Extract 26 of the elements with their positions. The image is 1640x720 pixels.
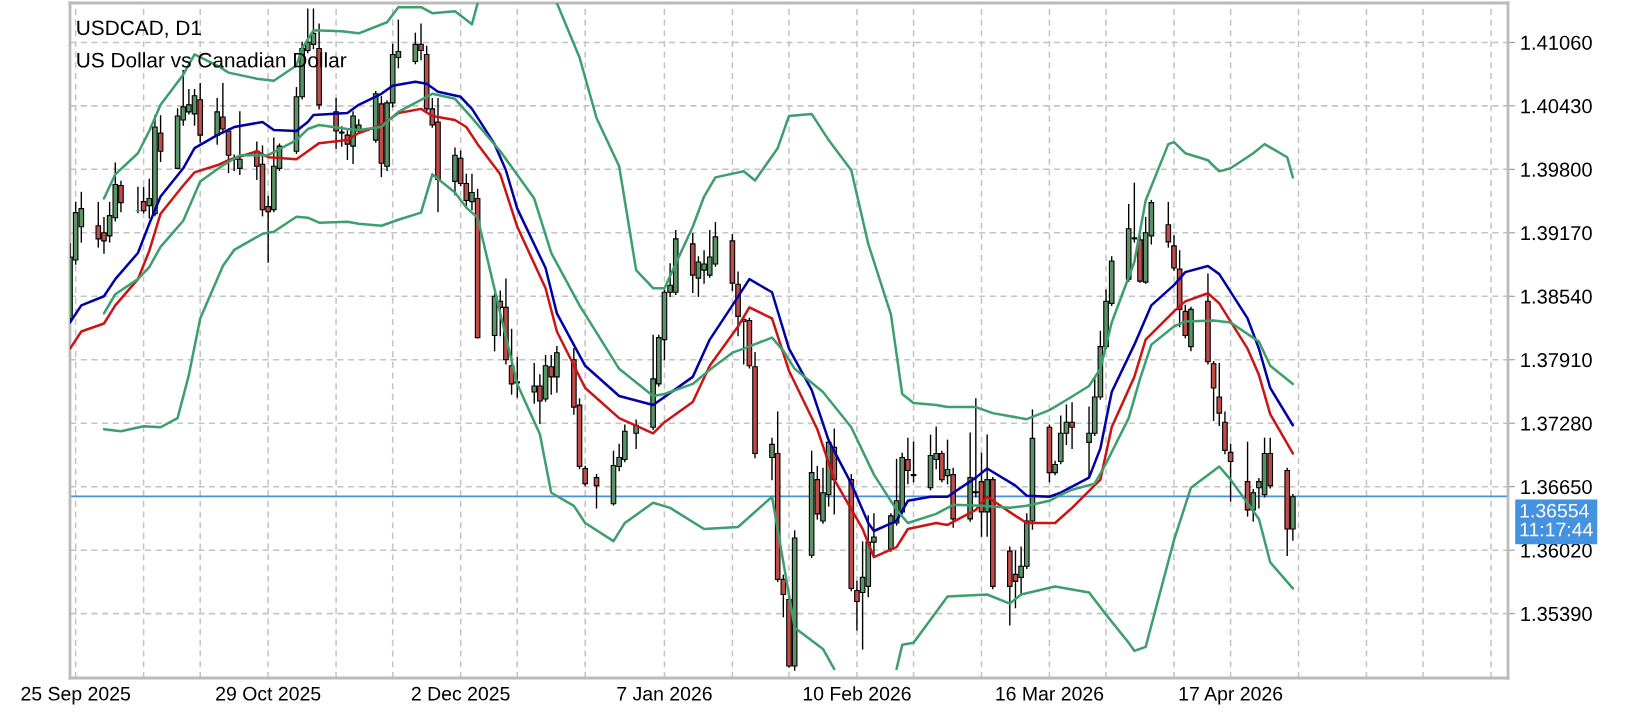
x-tick-label: 2 Dec 2025 [411, 686, 510, 701]
x-tick-label: 16 Mar 2026 [996, 686, 1104, 701]
x-tick-label: 17 Apr 2026 [1179, 686, 1283, 705]
candlestick [1216, 363, 1223, 426]
candlestick [237, 111, 243, 176]
candlestick [593, 473, 600, 509]
y-tick-label: 1.41060 [1521, 35, 1592, 50]
y-tick-label: 1.36650 [1521, 479, 1592, 495]
candlestick [582, 465, 589, 487]
x-tick-label: 29 Oct 2025 [216, 686, 321, 701]
ref-line-label: 1.36554 11:17:44 [1520, 503, 1593, 537]
y-tick-label: 1.37280 [1521, 416, 1592, 431]
y-tick-label: 1.37910 [1521, 352, 1592, 368]
x-tick-label: 10 Feb 2026 [803, 686, 911, 701]
candlestick [1165, 201, 1172, 248]
y-tick-label: 1.35390 [1521, 606, 1592, 622]
x-tick-label: 7 Jan 2026 [617, 686, 712, 701]
text: USDCAD, D1 [77, 20, 201, 38]
y-tick-label: 1.36020 [1521, 543, 1592, 558]
y-tick-label: 1.38540 [1521, 289, 1592, 304]
x-tick-label: 25 Sep 2025 [21, 686, 130, 705]
candlestick [910, 441, 917, 483]
candlestick [1227, 443, 1234, 502]
y-tick-label: 1.39800 [1521, 162, 1592, 177]
y-tick-label: 1.40430 [1521, 99, 1592, 114]
y-tick-label: 1.39170 [1521, 226, 1592, 241]
